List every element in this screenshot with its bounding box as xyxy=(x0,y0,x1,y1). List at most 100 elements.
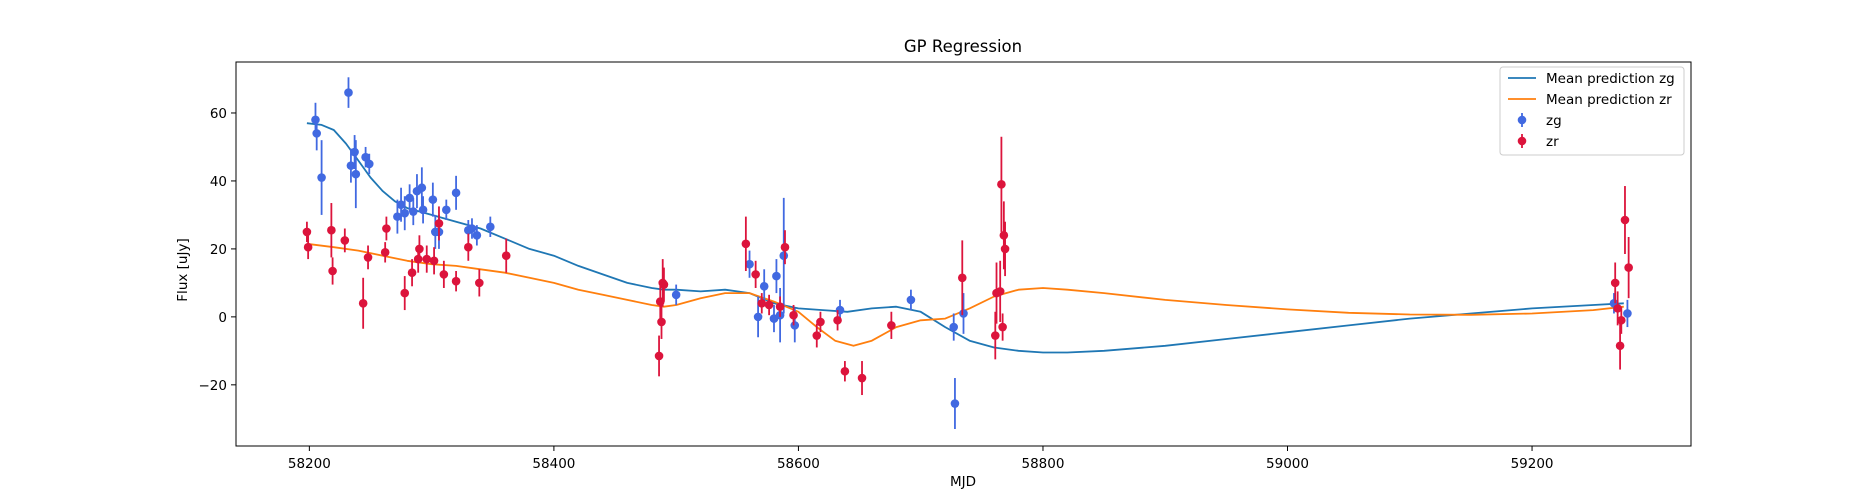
data-point-zr xyxy=(857,361,867,396)
data-point-zg xyxy=(364,153,374,175)
marker-zr xyxy=(999,231,1009,240)
data-point-zr xyxy=(1620,186,1630,254)
marker-zg xyxy=(772,271,781,281)
data-point-zr xyxy=(328,257,337,285)
marker-zg xyxy=(311,115,320,125)
marker-zg xyxy=(350,147,359,157)
data-point-zg xyxy=(350,135,359,170)
marker-zg xyxy=(396,200,406,210)
marker-zg xyxy=(467,224,477,233)
data-point-zr xyxy=(327,203,336,258)
legend-entry: zg xyxy=(1517,113,1562,129)
x-axis-label: MJD xyxy=(950,474,976,490)
data-point-zr xyxy=(1617,306,1626,334)
marker-zr xyxy=(990,331,1000,340)
data-point-zg xyxy=(405,184,414,212)
marker-zr xyxy=(833,315,842,325)
data-point-zg xyxy=(959,293,968,334)
data-point-zr xyxy=(382,216,391,241)
marker-zg xyxy=(779,251,789,260)
marker-zg xyxy=(906,295,916,305)
data-point-zr xyxy=(439,260,449,288)
data-point-zr xyxy=(302,221,312,243)
x-tick-label: 58400 xyxy=(532,456,575,472)
marker-zg xyxy=(753,312,763,322)
marker-zr xyxy=(464,242,473,252)
data-point-zr xyxy=(957,240,967,316)
data-point-zr xyxy=(812,323,822,348)
marker-zg xyxy=(472,231,482,240)
data-point-zr xyxy=(340,228,350,253)
data-point-zr xyxy=(833,310,842,331)
x-tick-label: 59200 xyxy=(1511,456,1554,472)
marker-zr xyxy=(789,310,798,320)
data-point-zr xyxy=(840,361,850,382)
marker-zr xyxy=(358,298,368,308)
mean-line-zr xyxy=(306,242,1624,347)
marker-zr xyxy=(1613,304,1622,313)
marker-zg xyxy=(351,169,361,179)
legend-label: Mean prediction zr xyxy=(1546,92,1672,108)
marker-zr xyxy=(995,287,1005,296)
data-point-zr xyxy=(380,242,390,263)
data-point-zr xyxy=(887,311,896,339)
marker-zr xyxy=(400,288,410,298)
data-point-zr xyxy=(1000,221,1010,277)
data-point-zg xyxy=(312,116,321,151)
data-point-zr xyxy=(422,245,432,273)
marker-zr xyxy=(1615,341,1625,351)
data-point-zr xyxy=(816,311,825,333)
marker-zg xyxy=(451,188,461,198)
marker-zr xyxy=(328,266,337,276)
data-point-zr xyxy=(789,304,798,326)
legend: Mean prediction zg Mean prediction zr zg zr xyxy=(1499,66,1685,156)
legend-label: zg xyxy=(1546,113,1562,129)
data-point-zg xyxy=(906,289,916,311)
marker-zr xyxy=(1000,244,1010,254)
marker-zr xyxy=(434,219,444,228)
plot-inner xyxy=(302,77,1633,430)
marker-zr xyxy=(816,317,825,327)
marker-zg xyxy=(418,205,428,215)
marker-zr xyxy=(475,278,484,288)
legend-marker-swatch xyxy=(1517,136,1527,146)
data-point-zg xyxy=(417,167,427,209)
marker-zr xyxy=(1620,215,1630,225)
data-point-zr xyxy=(407,259,417,287)
chart-title: GP Regression xyxy=(904,37,1022,56)
marker-zg xyxy=(393,212,402,221)
data-point-zg xyxy=(351,140,361,209)
marker-zr xyxy=(1610,278,1620,288)
marker-zr xyxy=(415,244,424,254)
data-point-zr xyxy=(757,293,767,314)
marker-zr xyxy=(654,351,664,361)
data-point-zg xyxy=(451,175,461,210)
marker-zr xyxy=(413,254,423,264)
data-point-zg xyxy=(346,148,356,183)
data-point-zg xyxy=(779,197,789,314)
data-point-zg xyxy=(759,269,769,304)
data-point-zr xyxy=(751,260,760,288)
marker-zr xyxy=(439,270,449,279)
marker-zg xyxy=(317,173,326,182)
data-point-zr xyxy=(764,294,774,316)
marker-zr xyxy=(451,276,461,286)
marker-zr xyxy=(659,280,669,289)
marker-zr xyxy=(340,236,350,245)
data-point-zg xyxy=(428,182,438,217)
marker-zr xyxy=(302,227,312,237)
marker-zg xyxy=(364,159,374,169)
marker-zr xyxy=(997,180,1006,189)
marker-zr xyxy=(422,254,432,264)
data-point-zr xyxy=(657,304,666,339)
marker-zr xyxy=(327,225,336,235)
data-point-zg xyxy=(772,259,781,294)
axes: 58200 58400 58600 58800 59000 59200 −20 0 20 40 60 xyxy=(199,61,1692,472)
marker-zr xyxy=(998,322,1007,332)
data-point-zg xyxy=(317,140,326,215)
legend-box xyxy=(1499,66,1685,156)
marker-zg xyxy=(428,195,438,204)
data-point-zr xyxy=(780,230,790,265)
marker-zg xyxy=(361,152,370,162)
data-point-zr xyxy=(434,206,444,241)
